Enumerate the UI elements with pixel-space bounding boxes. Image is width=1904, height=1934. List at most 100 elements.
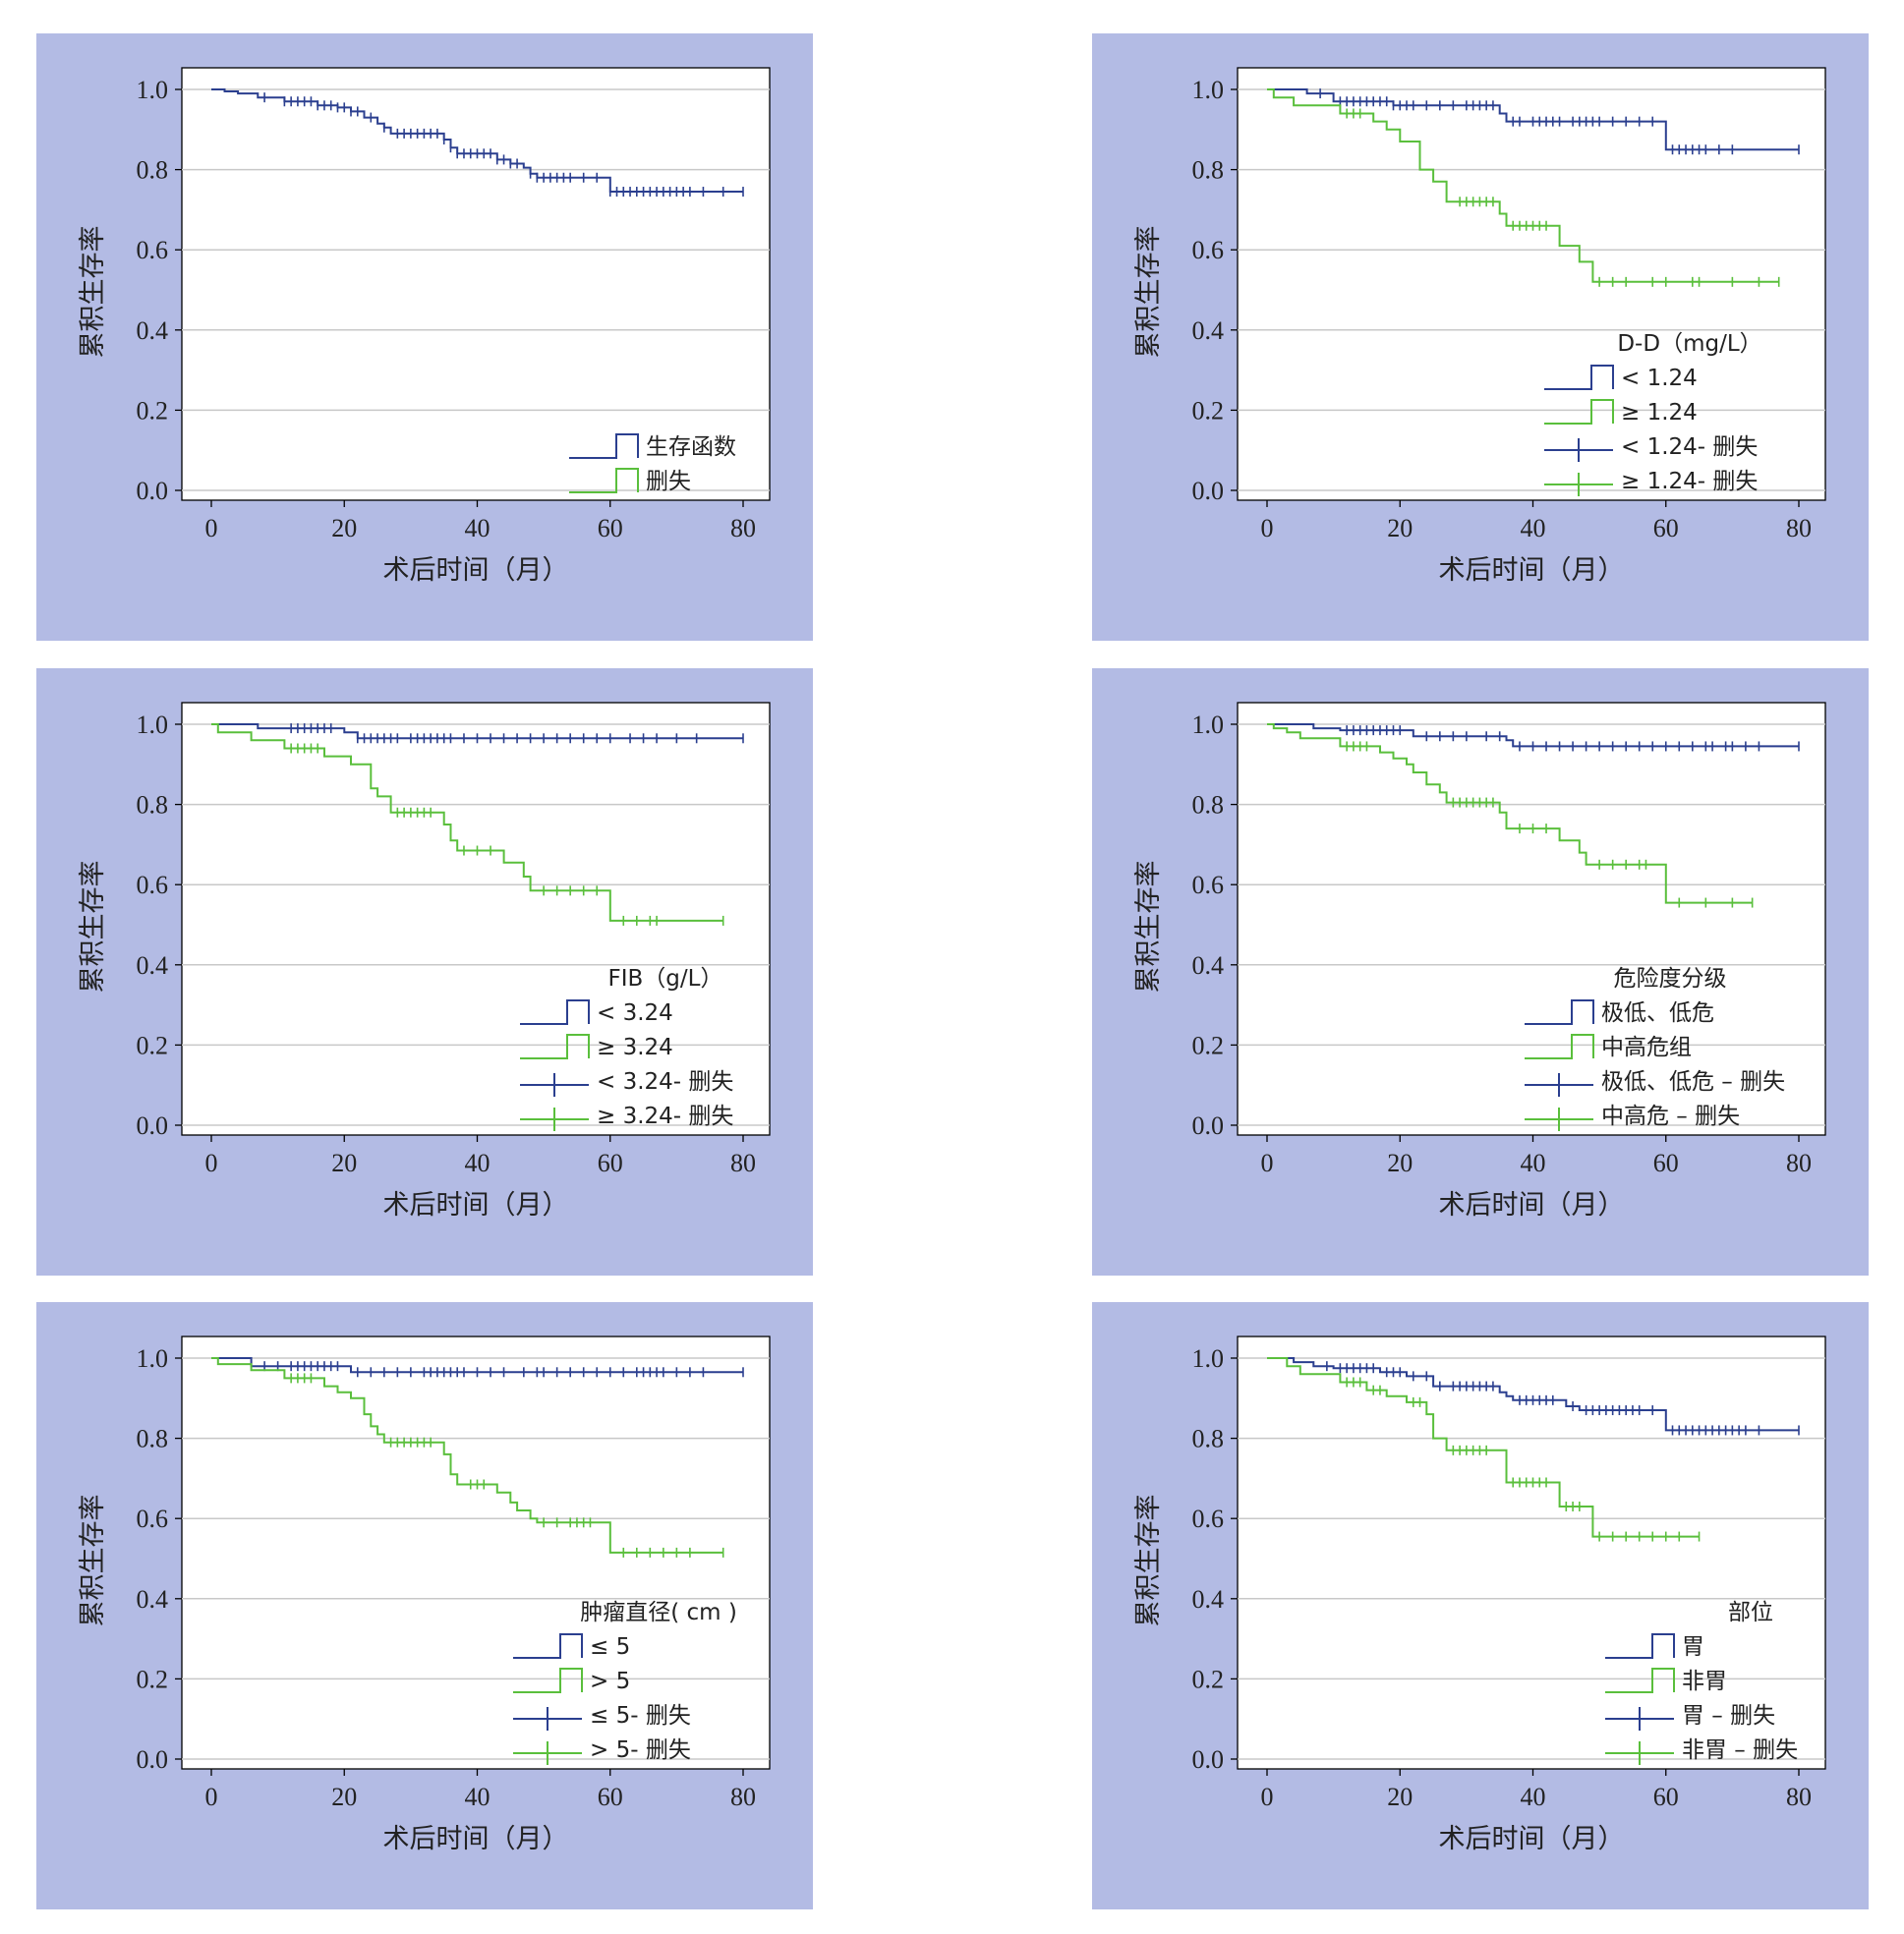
y-tick-label: 0.4 xyxy=(137,316,169,345)
y-axis-title: 累积生存率 xyxy=(78,861,108,994)
legend: 肿瘤直径( cm ) ≤ 5 > 5 ≤ 5- 删失 > 5- 删失 xyxy=(513,1600,737,1765)
y-tick-label: 0.8 xyxy=(137,791,169,820)
x-tick-label: 40 xyxy=(1521,1783,1546,1811)
x-tick-label: 60 xyxy=(598,1783,623,1811)
legend-title: D-D（mg/L） xyxy=(1617,331,1761,357)
survival-chart-5: 0.0 0.2 0.4 0.6 0.8 1.0 0 20 40 60 80 术后时间（月） 累积生存率肿… xyxy=(78,1336,771,1854)
y-tick-label: 1.0 xyxy=(1192,711,1225,739)
legend-title: 危险度分级 xyxy=(1614,966,1727,992)
x-tick-label: 40 xyxy=(465,514,490,542)
y-tick-label: 0.0 xyxy=(1192,1111,1225,1140)
legend-step-symbol xyxy=(1544,399,1614,425)
chart-panel-3: 0.0 0.2 0.4 0.6 0.8 1.0 0 20 40 60 80 术后时间（月） 累积生存率 F… xyxy=(36,668,813,1276)
y-tick-label: 0.0 xyxy=(1192,477,1225,505)
series-1 xyxy=(211,723,744,744)
survival-chart-1: 0.0 0.2 0.4 0.6 0.8 1.0 0 20 40 60 80 术后时间（月） 累积生存率生… xyxy=(78,67,771,586)
legend-label: 中高危组 xyxy=(1601,1035,1692,1060)
legend-label: 胃 – 删失 xyxy=(1682,1703,1775,1729)
series-2 xyxy=(211,1357,724,1558)
x-tick-label: 0 xyxy=(1261,1783,1274,1811)
x-tick-label: 20 xyxy=(1387,514,1413,542)
legend: FIB（g/L） < 3.24 ≥ 3.24 < 3.24- 删失 ≥ 3.24- 删失 xyxy=(520,966,733,1131)
y-tick-label: 0.2 xyxy=(137,1665,169,1693)
x-tick-label: 80 xyxy=(1786,514,1812,542)
legend-label: 非胃 – 删失 xyxy=(1682,1737,1798,1763)
legend-label: 极低、低危 – 删失 xyxy=(1601,1069,1785,1095)
legend-step-symbol xyxy=(520,999,590,1025)
x-tick-label: 80 xyxy=(1786,1149,1812,1177)
series-1 xyxy=(211,1357,744,1378)
x-tick-label: 20 xyxy=(331,1149,357,1177)
y-axis-title: 累积生存率 xyxy=(1133,1495,1164,1627)
y-tick-label: 0.2 xyxy=(137,396,169,425)
legend-label: ≤ 5 xyxy=(590,1634,630,1660)
x-tick-label: 60 xyxy=(1653,1149,1679,1177)
x-tick-label: 0 xyxy=(1261,514,1274,542)
x-axis-title: 术后时间（月） xyxy=(1439,1190,1625,1221)
y-axis-title: 累积生存率 xyxy=(1133,861,1164,994)
chart-panel-6: 0.0 0.2 0.4 0.6 0.8 1.0 0 20 40 60 80 术后时间（月） 累积生存率部… xyxy=(1092,1302,1869,1909)
legend-title: 肿瘤直径( cm ) xyxy=(580,1600,737,1625)
legend-label: 删失 xyxy=(646,469,691,494)
x-tick-label: 60 xyxy=(598,514,623,542)
legend-label: < 1.24- 删失 xyxy=(1621,434,1758,460)
legend-label: 生存函数 xyxy=(646,434,736,460)
legend-step-symbol xyxy=(520,1034,590,1059)
series-2 xyxy=(1267,723,1754,908)
legend-label: > 5 xyxy=(590,1669,630,1694)
legend-step-symbol xyxy=(1525,999,1594,1025)
y-tick-label: 0.6 xyxy=(137,236,169,264)
legend-label: ≥ 1.24 xyxy=(1621,400,1698,426)
x-tick-label: 40 xyxy=(1521,1149,1546,1177)
legend-label: < 3.24- 删失 xyxy=(597,1069,733,1095)
survival-curve-2 xyxy=(1267,1357,1700,1538)
legend-label: 非胃 xyxy=(1682,1669,1727,1694)
y-tick-label: 0.2 xyxy=(1192,1031,1225,1059)
survival-chart-2: 0.0 0.2 0.4 0.6 0.8 1.0 0 20 40 60 80 术后时间（月） 累积生存率 D… xyxy=(1133,67,1826,586)
y-tick-label: 0.0 xyxy=(137,477,169,505)
y-tick-label: 0.4 xyxy=(1192,1585,1225,1614)
x-tick-label: 80 xyxy=(1786,1783,1812,1811)
x-tick-label: 40 xyxy=(465,1149,490,1177)
y-tick-label: 0.8 xyxy=(1192,1425,1225,1453)
x-tick-label: 0 xyxy=(205,1783,218,1811)
x-tick-label: 60 xyxy=(598,1149,623,1177)
y-tick-label: 0.0 xyxy=(137,1111,169,1140)
y-tick-label: 0.2 xyxy=(1192,396,1225,425)
y-tick-label: 0.0 xyxy=(137,1745,169,1774)
y-tick-label: 0.6 xyxy=(1192,871,1225,899)
y-tick-label: 0.4 xyxy=(1192,951,1225,980)
series-2 xyxy=(1267,1357,1701,1542)
legend-label: ≥ 3.24- 删失 xyxy=(597,1104,733,1129)
chart-panel-4: 0.0 0.2 0.4 0.6 0.8 1.0 0 20 40 60 80 术后时间（月） 累积生存率危… xyxy=(1092,668,1869,1276)
y-tick-label: 1.0 xyxy=(137,1344,169,1373)
legend-label: 胃 xyxy=(1682,1634,1704,1660)
survival-curve-1 xyxy=(1267,723,1799,748)
y-axis-title: 累积生存率 xyxy=(1133,226,1164,359)
y-tick-label: 0.6 xyxy=(137,871,169,899)
survival-chart-6: 0.0 0.2 0.4 0.6 0.8 1.0 0 20 40 60 80 术后时间（月） 累积生存率部… xyxy=(1133,1336,1826,1854)
y-tick-label: 1.0 xyxy=(1192,76,1225,104)
series-2 xyxy=(211,723,724,926)
y-tick-label: 0.2 xyxy=(137,1031,169,1059)
survival-chart-4: 0.0 0.2 0.4 0.6 0.8 1.0 0 20 40 60 80 术后时间（月） 累积生存率危… xyxy=(1133,702,1826,1221)
x-axis-title: 术后时间（月） xyxy=(1439,555,1625,586)
x-tick-label: 80 xyxy=(730,1783,756,1811)
chart-panel-5: 0.0 0.2 0.4 0.6 0.8 1.0 0 20 40 60 80 术后时间（月） 累积生存率肿… xyxy=(36,1302,813,1909)
legend-step-symbol xyxy=(1525,1034,1594,1059)
x-tick-label: 60 xyxy=(1653,1783,1679,1811)
legend-label: 极低、低危 xyxy=(1601,1000,1714,1026)
y-axis-title: 累积生存率 xyxy=(78,226,108,359)
legend-label: 中高危 – 删失 xyxy=(1601,1104,1740,1129)
series-1 xyxy=(1267,88,1800,155)
y-tick-label: 0.2 xyxy=(1192,1665,1225,1693)
x-tick-label: 80 xyxy=(730,514,756,542)
x-tick-label: 40 xyxy=(1521,514,1546,542)
x-tick-label: 20 xyxy=(1387,1149,1413,1177)
x-tick-label: 0 xyxy=(205,514,218,542)
y-tick-label: 1.0 xyxy=(1192,1344,1225,1373)
x-axis-title: 术后时间（月） xyxy=(383,555,569,586)
y-tick-label: 0.6 xyxy=(1192,236,1225,264)
x-tick-label: 20 xyxy=(1387,1783,1413,1811)
